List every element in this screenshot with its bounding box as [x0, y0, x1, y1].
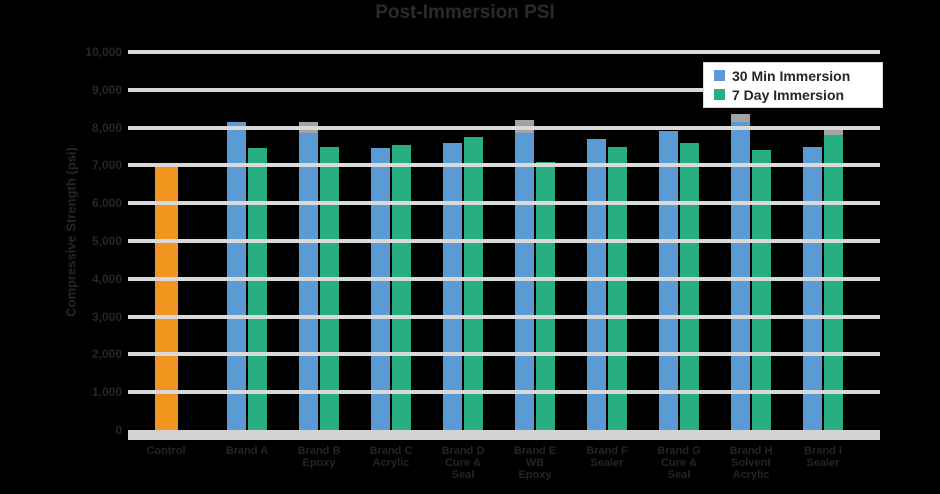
gridline — [128, 276, 880, 281]
y-tick-label: 6,000 — [91, 196, 122, 211]
bar-control-cat0 — [154, 165, 178, 430]
x-category-label: Brand D Cure & Seal — [441, 445, 485, 481]
y-tick-label: 5,000 — [91, 234, 122, 248]
bar-30-min-immersion-cat2 — [299, 133, 318, 430]
legend-swatch-30min-icon — [714, 70, 725, 81]
x-axis-line — [128, 430, 880, 440]
gridline — [128, 125, 880, 130]
legend-label-30min: 30 Min Immersion — [732, 67, 851, 84]
y-tick-label: 4,000 — [91, 271, 122, 286]
y-tick-label: 3,000 — [91, 309, 122, 324]
y-tick-label: 0 — [115, 423, 122, 437]
gridline — [128, 352, 880, 357]
legend-label-7day: 7 Day Immersion — [732, 86, 845, 103]
bar-7-day-immersion-cat4 — [464, 137, 483, 430]
y-tick-label: 9,000 — [91, 82, 122, 97]
x-category-label: Brand G Cure & Seal — [657, 445, 701, 481]
bar-30-min-immersion-cat4 — [443, 142, 462, 430]
y-tick-label: 2,000 — [91, 347, 122, 362]
bar-30-min-immersion-cat3 — [371, 148, 390, 430]
legend-item-7day: 7 Day Immersion — [714, 87, 882, 103]
x-category-label: Brand H Solvent Acrylic — [729, 445, 773, 481]
bar-7-day-immersion-cat7 — [680, 142, 699, 430]
gridline — [128, 314, 880, 319]
bar-7-day-immersion-cat5 — [536, 161, 555, 430]
bar-30-min-immersion-cat6 — [587, 138, 606, 430]
y-tick-label: 7,000 — [91, 158, 122, 173]
bar-7-day-immersion-cat1 — [248, 148, 267, 430]
bar-7-day-immersion-cat6 — [608, 146, 627, 430]
bar-30-min-immersion-cat5 — [515, 133, 534, 430]
chart-title: Post-Immersion PSI — [375, 2, 555, 23]
bar-7-day-immersion-cat2 — [320, 146, 339, 430]
bar-cap-cat8 — [731, 114, 750, 122]
y-tick-label: 10,000 — [85, 45, 122, 59]
legend-swatch-7day-icon — [714, 89, 725, 100]
y-tick-label: 8,000 — [91, 120, 122, 135]
bar-30-min-immersion-cat9 — [803, 146, 822, 430]
legend: 30 Min Immersion 7 Day Immersion — [703, 62, 883, 108]
bar-7-day-immersion-cat9 — [824, 135, 843, 430]
gridline — [128, 50, 880, 54]
x-category-label: Brand C Acrylic — [369, 445, 413, 469]
gridline — [128, 163, 880, 168]
bar-cap-cat9 — [824, 129, 843, 136]
bar-7-day-immersion-cat3 — [392, 144, 411, 430]
x-category-label: Brand A — [225, 445, 269, 457]
x-category-label: Brand B Epoxy — [297, 445, 341, 469]
x-category-label: Brand F Sealer — [586, 445, 628, 469]
legend-item-30min: 30 Min Immersion — [714, 68, 882, 84]
gridline — [128, 239, 880, 243]
gridline — [128, 201, 880, 206]
x-category-label: Brand E WB Epoxy — [513, 445, 557, 481]
x-category-label: Control — [146, 445, 186, 457]
gridline — [128, 390, 880, 395]
y-tick-label: 1,000 — [91, 385, 122, 400]
y-axis-title: Compressive Strength (psi) — [63, 147, 79, 317]
gridline — [128, 87, 880, 92]
x-category-label: Brand I Sealer — [804, 445, 842, 469]
bar-7-day-immersion-cat8 — [752, 150, 771, 430]
